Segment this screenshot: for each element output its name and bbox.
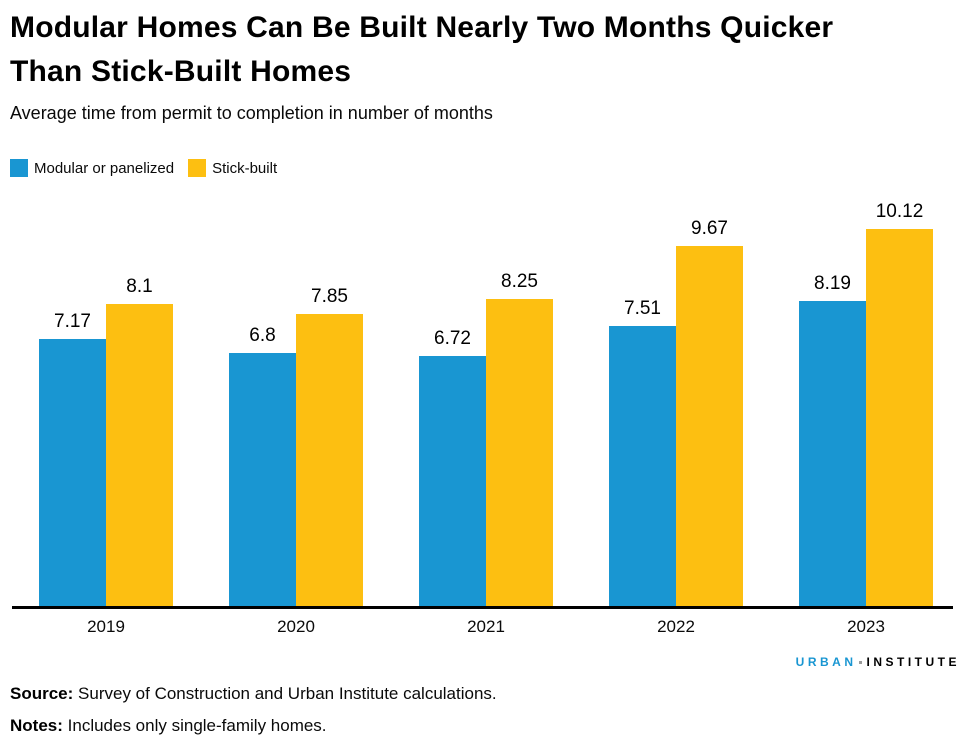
legend-item-modular: Modular or panelized	[10, 159, 174, 177]
legend-label-modular: Modular or panelized	[34, 159, 175, 177]
bar-stick-built-2020	[296, 314, 363, 606]
bar-modular-or-panelized-2020	[229, 353, 296, 606]
bar-value-label-modular-or-panelized-2023: 8.19	[814, 273, 851, 294]
source-text: Survey of Construction and Urban Institu…	[78, 684, 497, 703]
legend-swatch-modular-icon	[10, 159, 28, 177]
bar-value-label-stick-built-2021: 8.25	[501, 271, 538, 292]
x-tick-label-2022: 2022	[657, 617, 695, 636]
bar-value-label-modular-or-panelized-2019: 7.17	[54, 311, 91, 332]
bar-value-label-stick-built-2020: 7.85	[311, 286, 348, 307]
source-note: Source: Survey of Construction and Urban…	[10, 683, 960, 704]
bar-stick-built-2023	[866, 229, 933, 606]
x-tick-label-2020: 2020	[277, 617, 315, 636]
bar-stick-built-2019	[106, 304, 173, 606]
bar-stick-built-2022	[676, 246, 743, 606]
logo-word-institute: INSTITUTE	[866, 655, 960, 669]
urban-institute-logo: URBAN INSTITUTE	[796, 655, 960, 669]
bar-value-label-stick-built-2022: 9.67	[691, 218, 728, 239]
bar-value-label-stick-built-2019: 8.1	[126, 276, 153, 297]
bar-value-label-stick-built-2023: 10.12	[875, 201, 924, 222]
bar-value-label-modular-or-panelized-2022: 7.51	[624, 298, 661, 319]
chart-title-line2: Than Stick-Built Homes	[10, 55, 352, 88]
logo-separator-dot-icon	[858, 660, 862, 664]
bar-modular-or-panelized-2022	[609, 326, 676, 606]
source-label: Source:	[10, 684, 74, 703]
logo-word-urban: URBAN	[795, 655, 857, 669]
legend-swatch-stickbuilt-icon	[188, 159, 207, 177]
bar-stick-built-2021	[486, 299, 553, 606]
bar-value-label-modular-or-panelized-2021: 6.72	[434, 328, 471, 349]
x-tick-label-2019: 2019	[87, 617, 125, 636]
x-tick-label-2023: 2023	[847, 617, 885, 636]
x-tick-label-2021: 2021	[467, 617, 505, 636]
x-axis-line	[12, 606, 953, 609]
bar-modular-or-panelized-2019	[39, 339, 106, 606]
chart-subtitle: Average time from permit to completion i…	[10, 103, 493, 123]
chart-title-line1: Modular Homes Can Be Built Nearly Two Mo…	[10, 11, 834, 44]
legend-label-stickbuilt: Stick-built	[212, 159, 278, 177]
bar-value-label-modular-or-panelized-2020: 6.8	[249, 325, 276, 346]
notes-note: Notes: Includes only single-family homes…	[10, 715, 960, 736]
bar-modular-or-panelized-2023	[799, 301, 866, 606]
notes-label: Notes:	[10, 716, 63, 735]
bar-chart-plot-area: 7.17 8.1 2019 6.8 7.85 2020 6.72 8.25 2021 7.51 9.…	[12, 200, 953, 636]
chart-title: Modular Homes Can Be Built Nearly Two Mo…	[10, 6, 960, 94]
legend-item-stickbuilt: Stick-built	[188, 159, 277, 177]
notes-text: Includes only single-family homes.	[67, 716, 327, 735]
bar-modular-or-panelized-2021	[419, 356, 486, 606]
legend: Modular or panelized Stick-built	[10, 159, 277, 177]
